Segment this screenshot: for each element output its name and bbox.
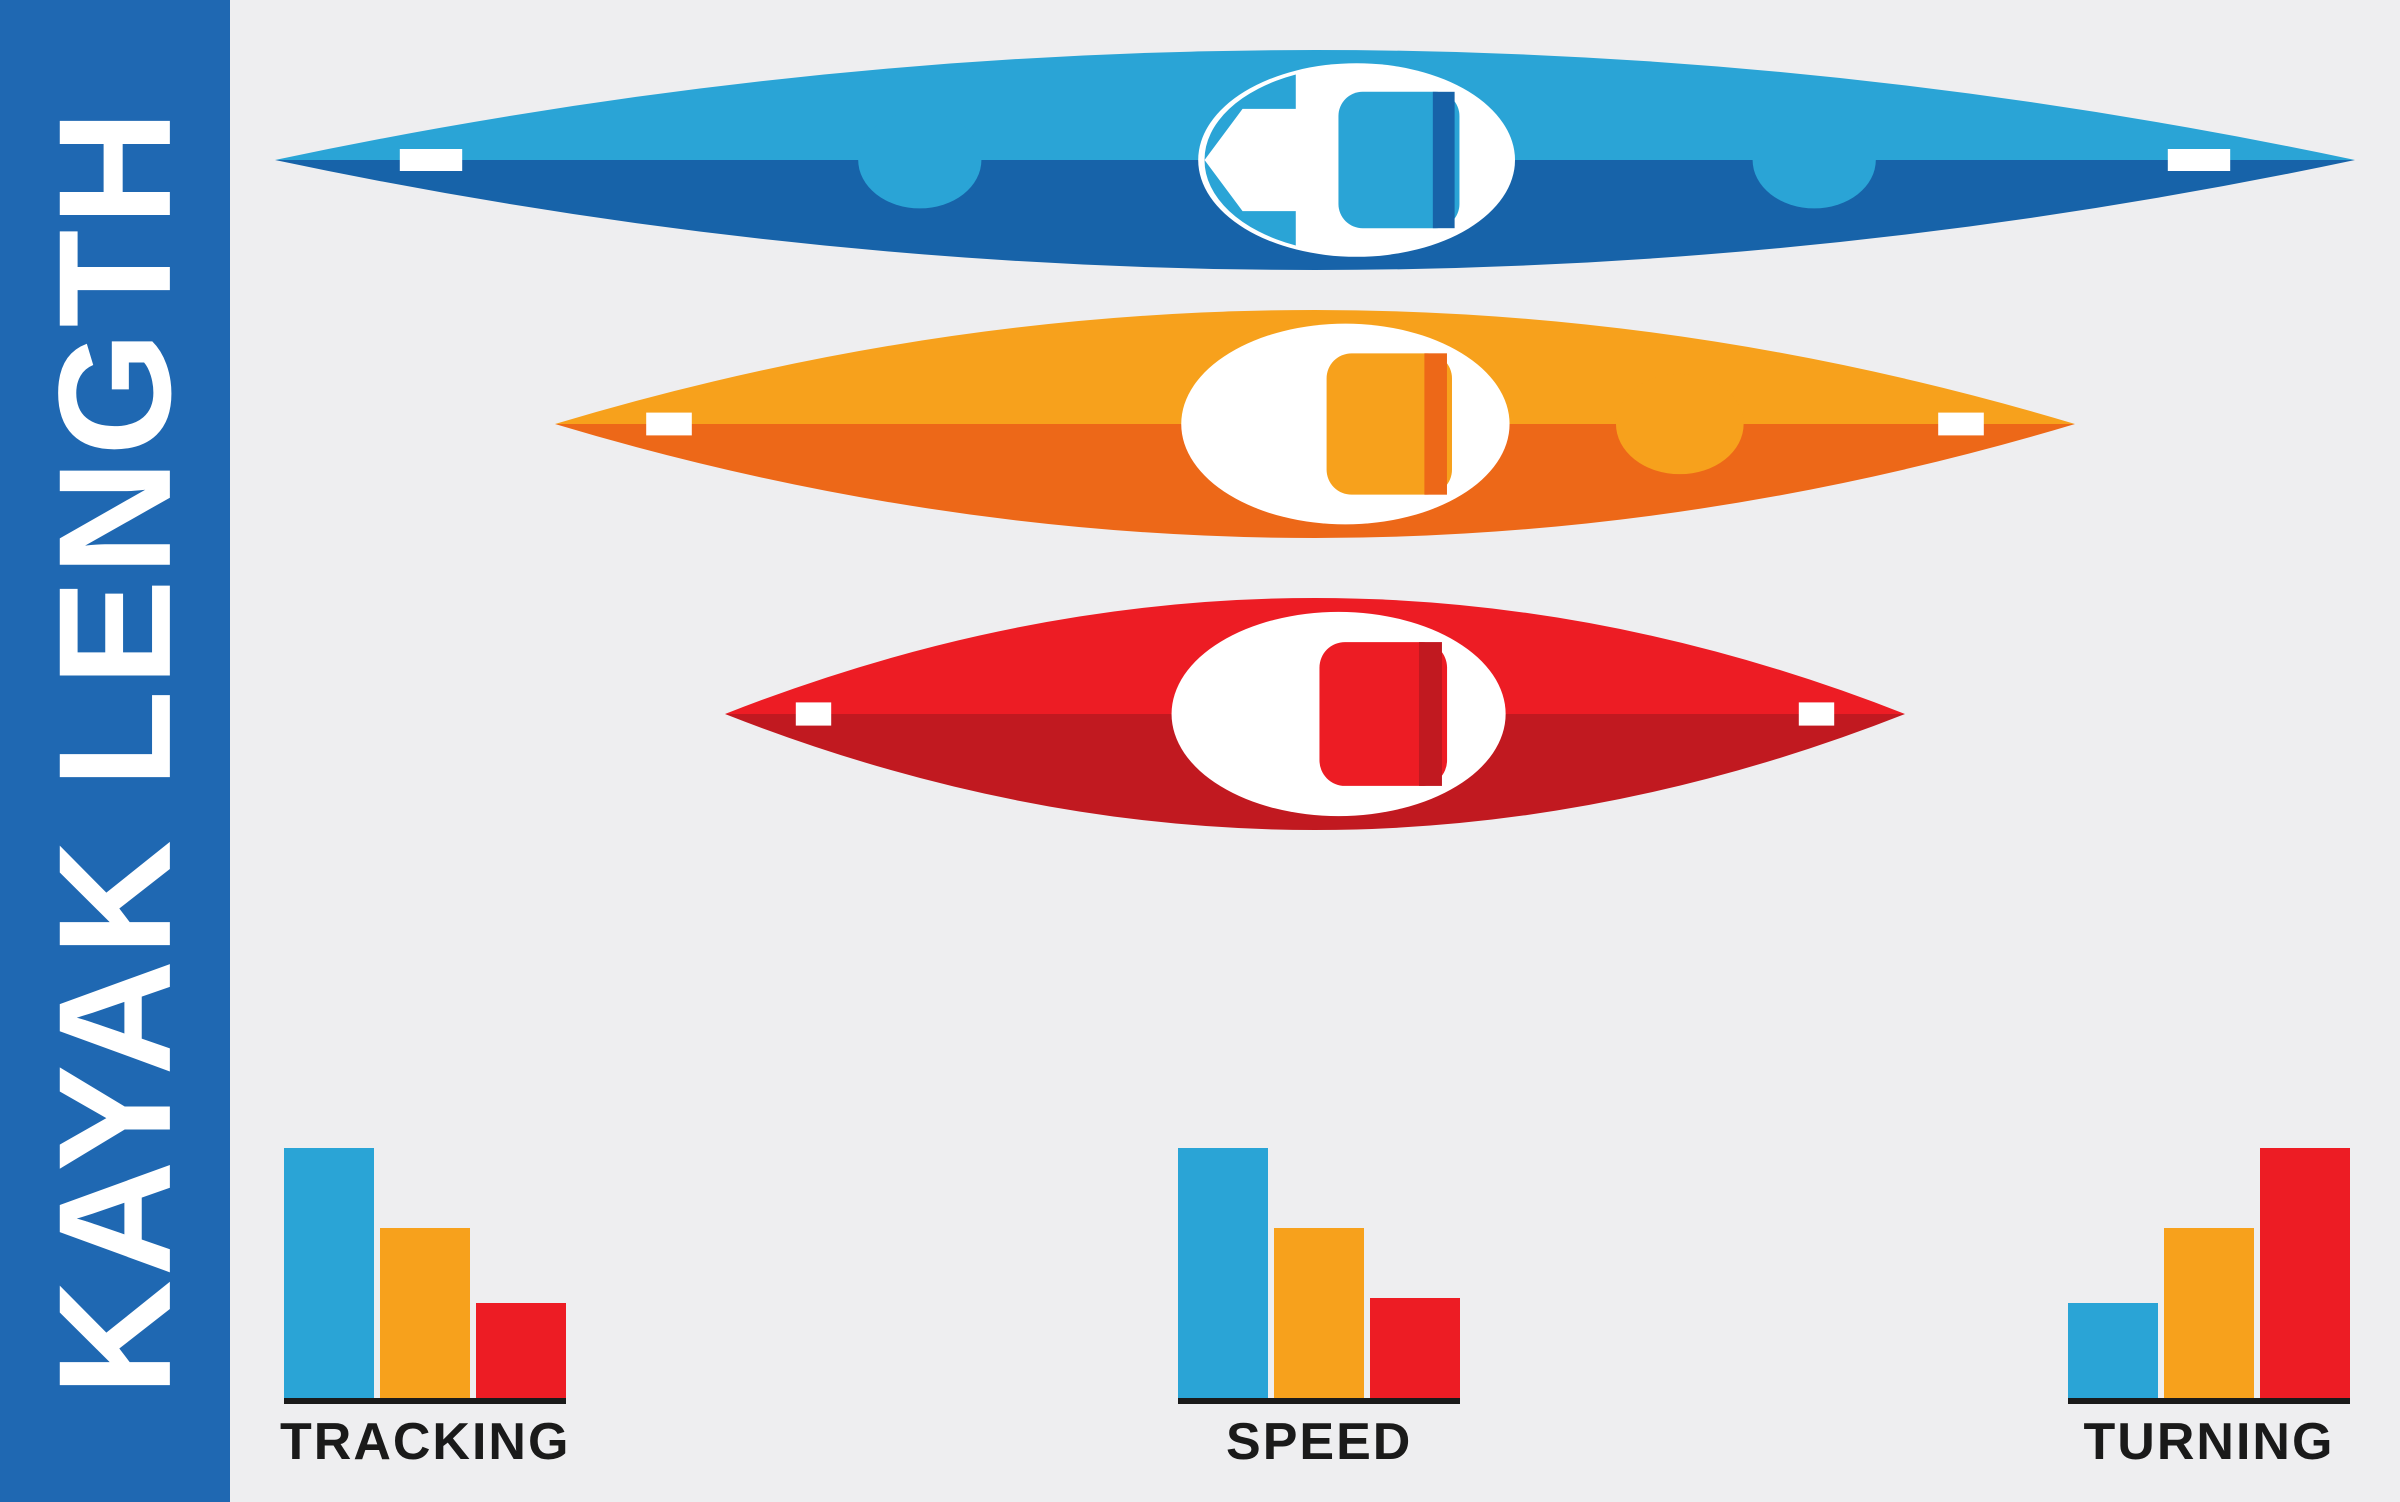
long-kayak [275,50,2355,270]
chart-label: SPEED [1226,1412,1412,1472]
bar [284,1148,374,1398]
chart-label: TRACKING [280,1412,570,1472]
bar [476,1303,566,1398]
sidebar-title: KAYAK LENGTH [23,106,207,1396]
bar [1274,1228,1364,1398]
chart-bars [1178,1144,1460,1404]
chart-label: TURNING [2084,1412,2335,1472]
chart-bars [284,1144,566,1404]
medium-kayak [555,310,2075,538]
bar [1178,1148,1268,1398]
chart-turning: TURNING [2068,1144,2350,1472]
charts-row: TRACKING SPEED TURNING [280,1144,2350,1472]
chart-tracking: TRACKING [280,1144,570,1472]
sidebar: KAYAK LENGTH [0,0,230,1502]
chart-bars [2068,1144,2350,1404]
bar [380,1228,470,1398]
kayak-illustration-group [230,50,2400,830]
chart-speed: SPEED [1178,1144,1460,1472]
bar [2068,1303,2158,1398]
short-kayak [725,598,1905,830]
bar [1370,1298,1460,1398]
bar [2164,1228,2254,1398]
bar [2260,1148,2350,1398]
